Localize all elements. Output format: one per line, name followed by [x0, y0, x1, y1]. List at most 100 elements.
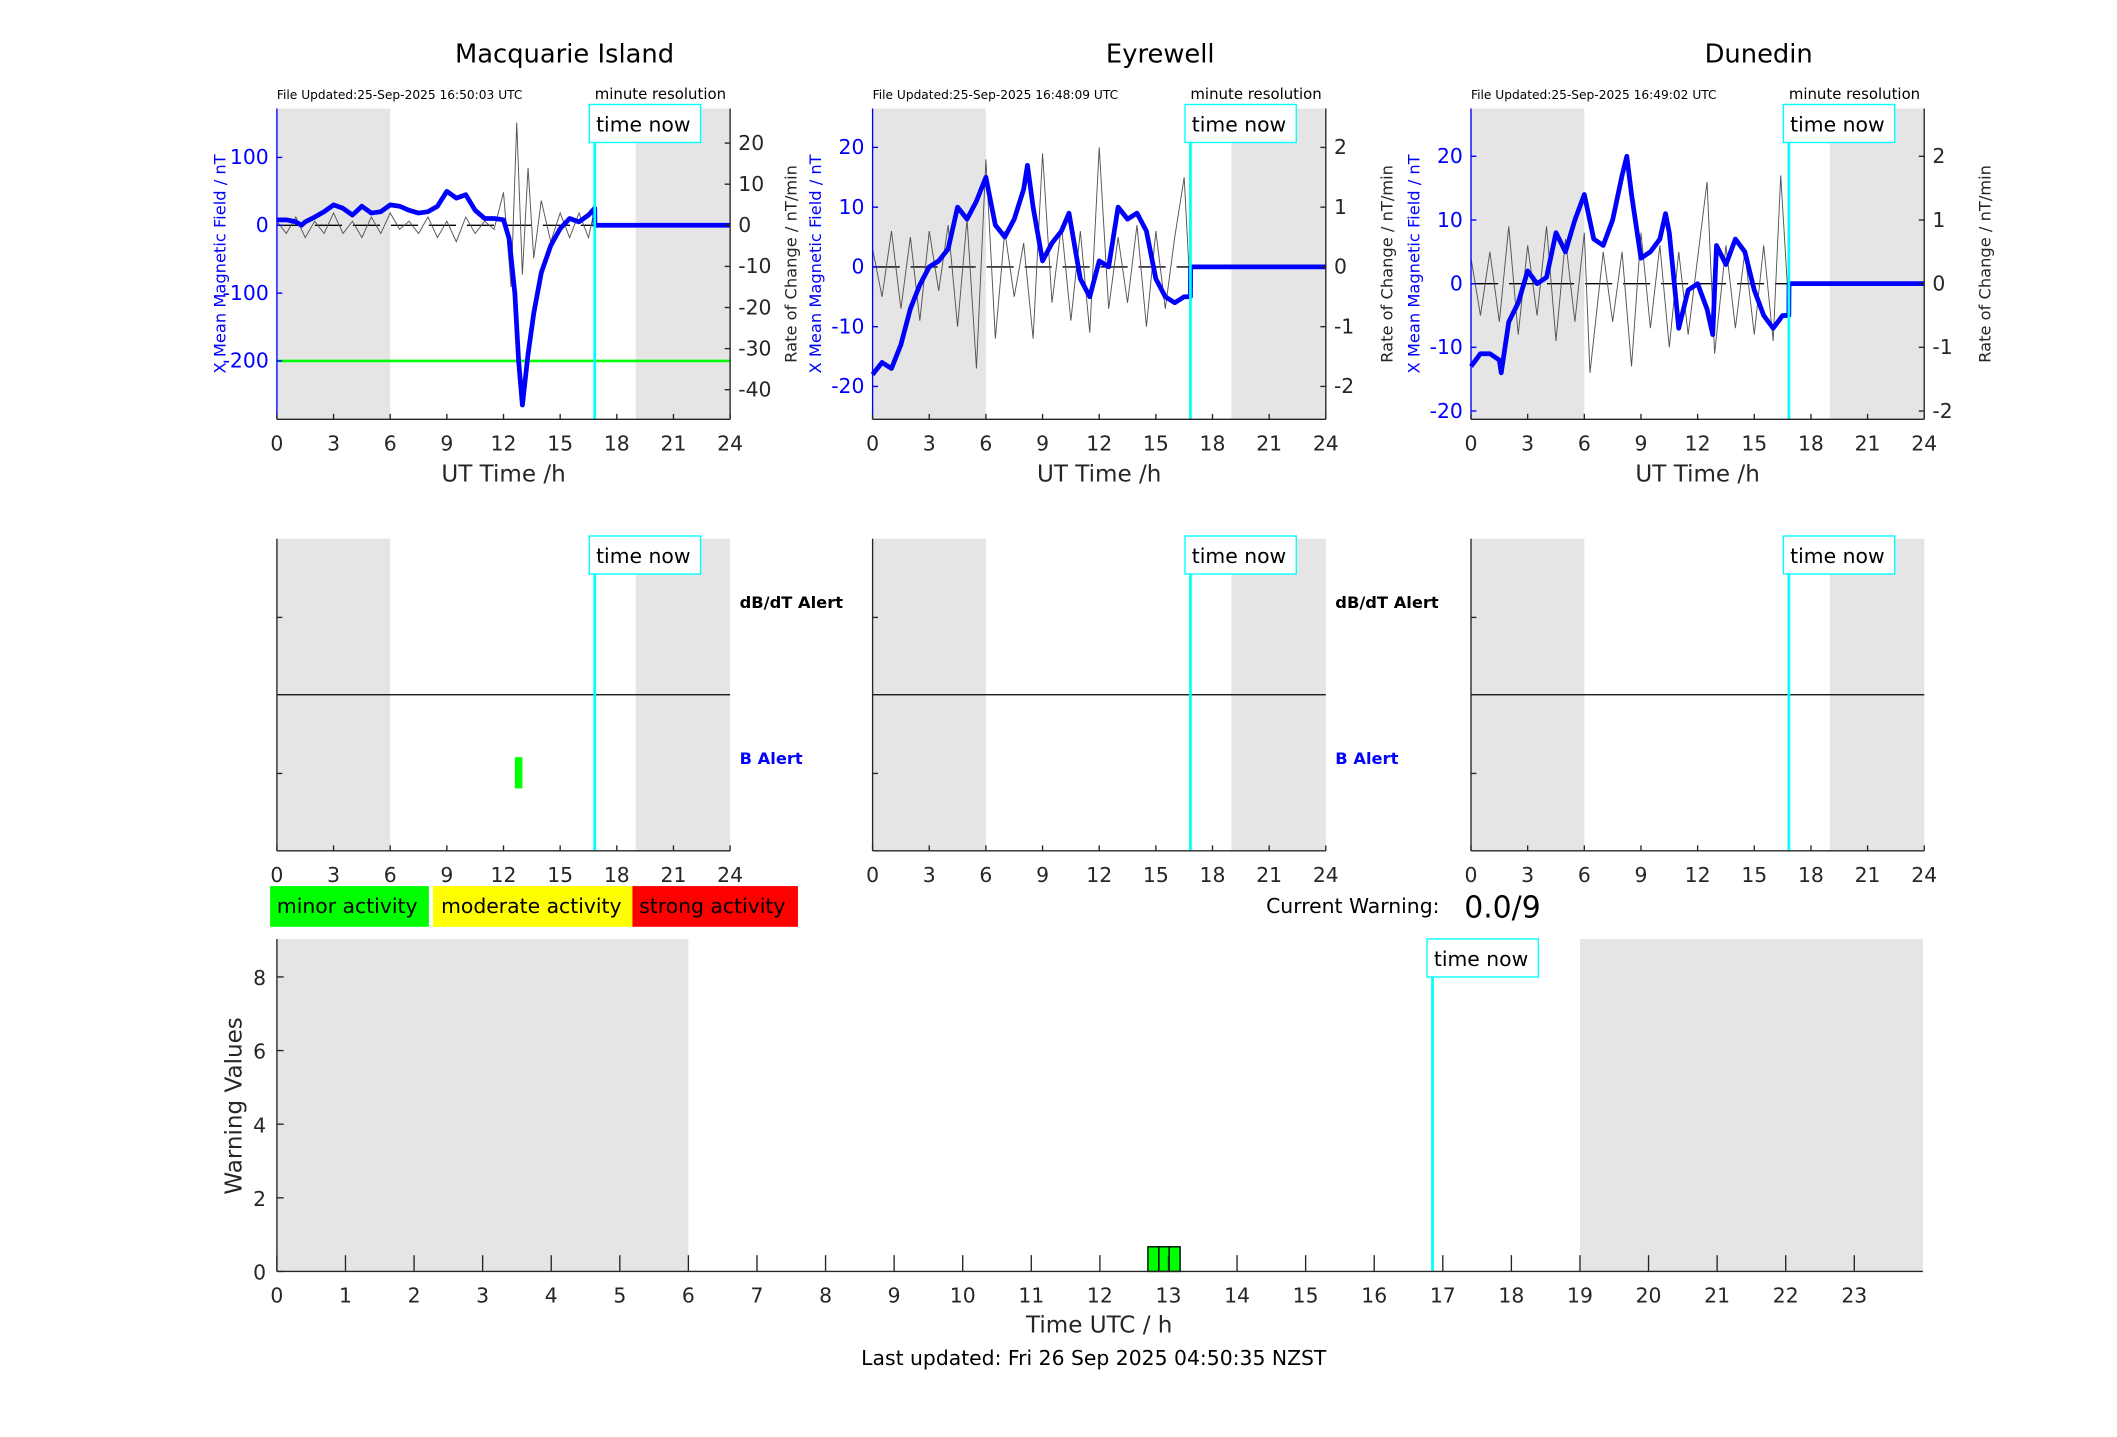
y-tick-label: -100 [223, 281, 269, 305]
station-title: Macquarie Island [455, 39, 674, 69]
station-panel-dunedin: Dunedin File Updated:25-Sep-2025 16:49:02… [1404, 39, 1994, 887]
x-tick-label: 0 [270, 863, 283, 887]
last-updated: Last updated: Fri 26 Sep 2025 04:50:35 N… [861, 1346, 1327, 1370]
y-tick-label: 10 [1437, 208, 1463, 232]
night-shade [872, 108, 986, 420]
x-tick-label: 16 [1361, 1284, 1387, 1308]
x-tick-label: 1 [339, 1284, 352, 1308]
x-tick-label: 0 [866, 432, 879, 456]
resolution-label: minute resolution [1789, 85, 1920, 103]
activity-legend: minor activity moderate activity strong … [270, 886, 798, 927]
legend-moderate-label: moderate activity [441, 894, 621, 918]
x-tick-label: 7 [751, 1284, 764, 1308]
y2-axis-label: Rate of Change / nT/min [1377, 165, 1396, 363]
y2-tick-label: -30 [738, 336, 771, 360]
x-tick-label: 4 [545, 1284, 558, 1308]
time-now-box [1782, 103, 1896, 144]
y-axis-label: Warning Values [222, 1017, 248, 1194]
x-tick-label: 24 [1313, 432, 1339, 456]
time-now-label: time now [1434, 947, 1528, 971]
x-tick-label: 12 [491, 863, 517, 887]
x-tick-label: 10 [950, 1284, 976, 1308]
y-tick-label: -200 [223, 349, 269, 373]
x-tick-label: 12 [1685, 863, 1711, 887]
current-warning-label: Current Warning: [1266, 894, 1439, 918]
x-axis-label: UT Time /h [441, 462, 565, 488]
time-now-box [588, 103, 702, 144]
x-tick-label: 21 [1256, 432, 1282, 456]
x-tick-label: 15 [1741, 432, 1767, 456]
x-tick-label: 6 [979, 863, 992, 887]
x-tick-label: 9 [440, 432, 453, 456]
x-tick-label: 12 [491, 432, 517, 456]
y2-tick-label: -20 [738, 295, 771, 319]
resolution-label: minute resolution [1190, 85, 1321, 103]
station-title: Dunedin [1705, 39, 1813, 69]
y2-tick-label: 0 [1932, 271, 1945, 295]
x-tick-label: 15 [1741, 863, 1767, 887]
x-tick-label: 12 [1086, 863, 1112, 887]
x-tick-label: 9 [1634, 863, 1647, 887]
y2-tick-label: 2 [1932, 144, 1945, 168]
x-axis-label: UT Time /h [1635, 462, 1759, 488]
x-tick-label: 9 [1036, 432, 1049, 456]
x-tick-label: 6 [979, 432, 992, 456]
x-tick-label: 0 [866, 863, 879, 887]
file-updated: File Updated:25-Sep-2025 16:50:03 UTC [277, 88, 523, 102]
x-tick-label: 12 [1086, 432, 1112, 456]
y-tick-label: 20 [839, 135, 865, 159]
x-tick-label: 22 [1773, 1284, 1799, 1308]
legend-minor-label: minor activity [277, 894, 418, 918]
y2-tick-label: 0 [738, 213, 751, 237]
x-tick-label: 24 [1313, 863, 1339, 887]
warning-bar [1147, 1246, 1160, 1273]
x-tick-label: 0 [1465, 432, 1478, 456]
y2-axis-label: Rate of Change / nT/min [1976, 165, 1995, 363]
y-axis-label: X Mean Magnetic Field / nT [806, 154, 825, 373]
time-now-label: time now [1192, 544, 1286, 568]
x-tick-label: 6 [384, 432, 397, 456]
time-now-label: time now [1790, 113, 1884, 137]
night-shade [1471, 108, 1585, 420]
x-tick-label: 15 [1293, 1284, 1319, 1308]
x-tick-label: 19 [1567, 1284, 1593, 1308]
time-now-label: time now [596, 544, 690, 568]
x-tick-label: 21 [1855, 432, 1881, 456]
legend-strong-label: strong activity [639, 894, 785, 918]
legend-strong-swatch [632, 886, 798, 927]
x-tick-label: 23 [1841, 1284, 1867, 1308]
dbdt-alert-label: dB/dT Alert [740, 593, 844, 612]
x-tick-label: 21 [661, 863, 687, 887]
y2-tick-label: 10 [738, 172, 764, 196]
x-tick-label: 14 [1224, 1284, 1250, 1308]
x-tick-label: 8 [819, 1284, 832, 1308]
y-axis-label: X Mean Magnetic Field / nT [1404, 154, 1423, 373]
x-axis-label: Time UTC / h [1025, 1313, 1172, 1339]
time-now-label: time now [1192, 113, 1286, 137]
x-tick-label: 9 [888, 1284, 901, 1308]
x-tick-label: 3 [1521, 863, 1534, 887]
x-tick-label: 0 [1465, 863, 1478, 887]
y2-tick-label: -2 [1932, 399, 1952, 423]
x-tick-label: 13 [1156, 1284, 1182, 1308]
y2-tick-label: 0 [1334, 255, 1347, 279]
x-tick-label: 6 [384, 863, 397, 887]
x-field-line [1469, 153, 1925, 376]
night-shade [1579, 939, 1923, 1272]
x-tick-label: 6 [1578, 432, 1591, 456]
y2-tick-label: -1 [1334, 314, 1354, 338]
x-tick-label: 3 [476, 1284, 489, 1308]
y2-tick-label: -10 [738, 254, 771, 278]
station-title: Eyrewell [1106, 39, 1215, 69]
y-tick-label: 10 [839, 195, 865, 219]
b-alert-label: B Alert [740, 749, 803, 768]
rate-of-change-line [276, 122, 596, 287]
x-tick-label: 3 [327, 432, 340, 456]
x-tick-label: 18 [1200, 432, 1226, 456]
night-shade [1829, 108, 1925, 420]
y2-tick-label: 2 [1334, 135, 1347, 159]
b-alert-block [514, 757, 523, 789]
warning-bar [1158, 1246, 1170, 1273]
